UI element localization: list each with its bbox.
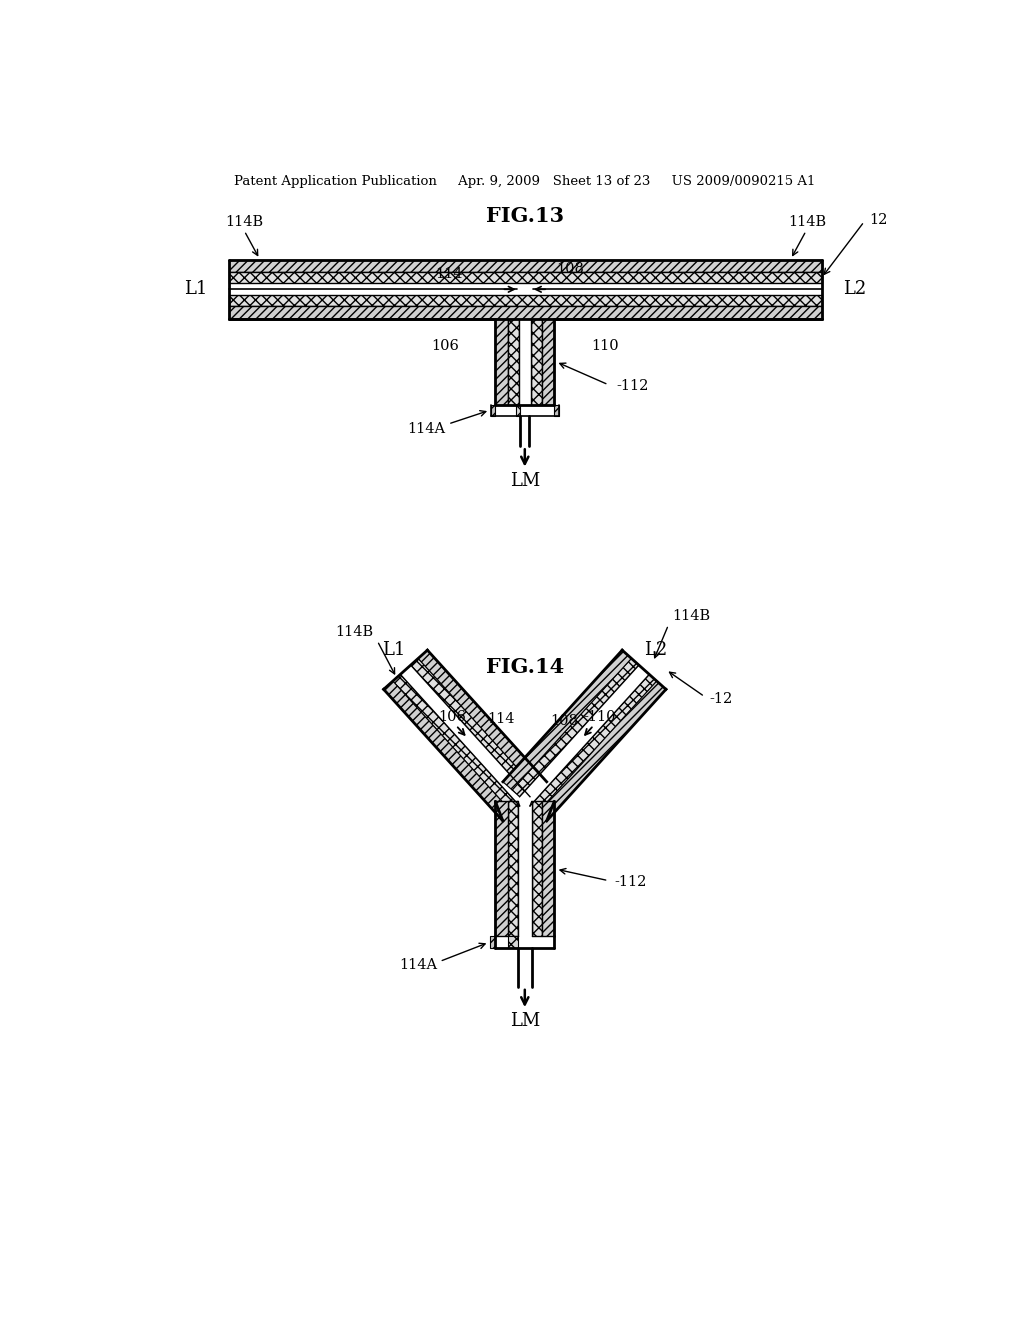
Text: 12: 12 [869, 213, 888, 227]
Polygon shape [512, 659, 639, 797]
Text: -110: -110 [584, 710, 616, 723]
Polygon shape [519, 665, 649, 807]
Text: 106: 106 [431, 339, 459, 354]
Bar [508, 318, 518, 405]
Bar [515, 405, 520, 416]
Text: 114B: 114B [788, 215, 826, 228]
Text: 106: 106 [438, 710, 466, 723]
Text: 114A: 114A [399, 958, 437, 973]
Bar [228, 272, 821, 284]
Polygon shape [393, 675, 519, 813]
Bar [490, 405, 496, 416]
Text: L2: L2 [644, 642, 668, 659]
Polygon shape [418, 651, 547, 789]
Text: -12: -12 [710, 692, 732, 706]
Bar [531, 318, 542, 405]
Text: LM: LM [510, 473, 540, 490]
Bar [518, 801, 531, 936]
Text: FIG.13: FIG.13 [485, 206, 564, 226]
Text: 114A: 114A [408, 422, 445, 437]
Bar [508, 801, 518, 936]
Polygon shape [384, 681, 512, 821]
Text: 110: 110 [591, 339, 618, 354]
Polygon shape [538, 681, 666, 821]
Text: L1: L1 [382, 642, 406, 659]
Polygon shape [400, 665, 530, 807]
Text: -112: -112 [616, 379, 648, 393]
Bar [489, 936, 496, 949]
Bar [228, 306, 821, 318]
Bar [542, 318, 554, 405]
Bar [496, 318, 508, 405]
Text: 114B: 114B [335, 624, 374, 639]
Polygon shape [411, 659, 538, 797]
Bar [496, 801, 508, 936]
Text: 114: 114 [486, 711, 514, 726]
Bar [531, 801, 542, 936]
Text: L2: L2 [844, 280, 866, 298]
Bar [542, 801, 554, 936]
Text: 108: 108 [551, 714, 579, 727]
Text: LM: LM [510, 1012, 540, 1030]
Polygon shape [503, 651, 632, 789]
Polygon shape [530, 675, 656, 813]
Text: L1: L1 [183, 280, 207, 298]
Bar [518, 318, 531, 405]
Text: 114B: 114B [673, 609, 711, 623]
Text: FIG.14: FIG.14 [485, 656, 564, 677]
Text: 114: 114 [435, 267, 463, 281]
Bar [228, 296, 821, 306]
Text: 108: 108 [556, 261, 584, 276]
Bar [508, 936, 518, 949]
Bar [228, 260, 821, 272]
Text: 114B: 114B [225, 215, 263, 228]
Text: -112: -112 [614, 875, 647, 890]
Text: Patent Application Publication     Apr. 9, 2009   Sheet 13 of 23     US 2009/009: Patent Application Publication Apr. 9, 2… [234, 176, 815, 187]
Bar [554, 405, 559, 416]
